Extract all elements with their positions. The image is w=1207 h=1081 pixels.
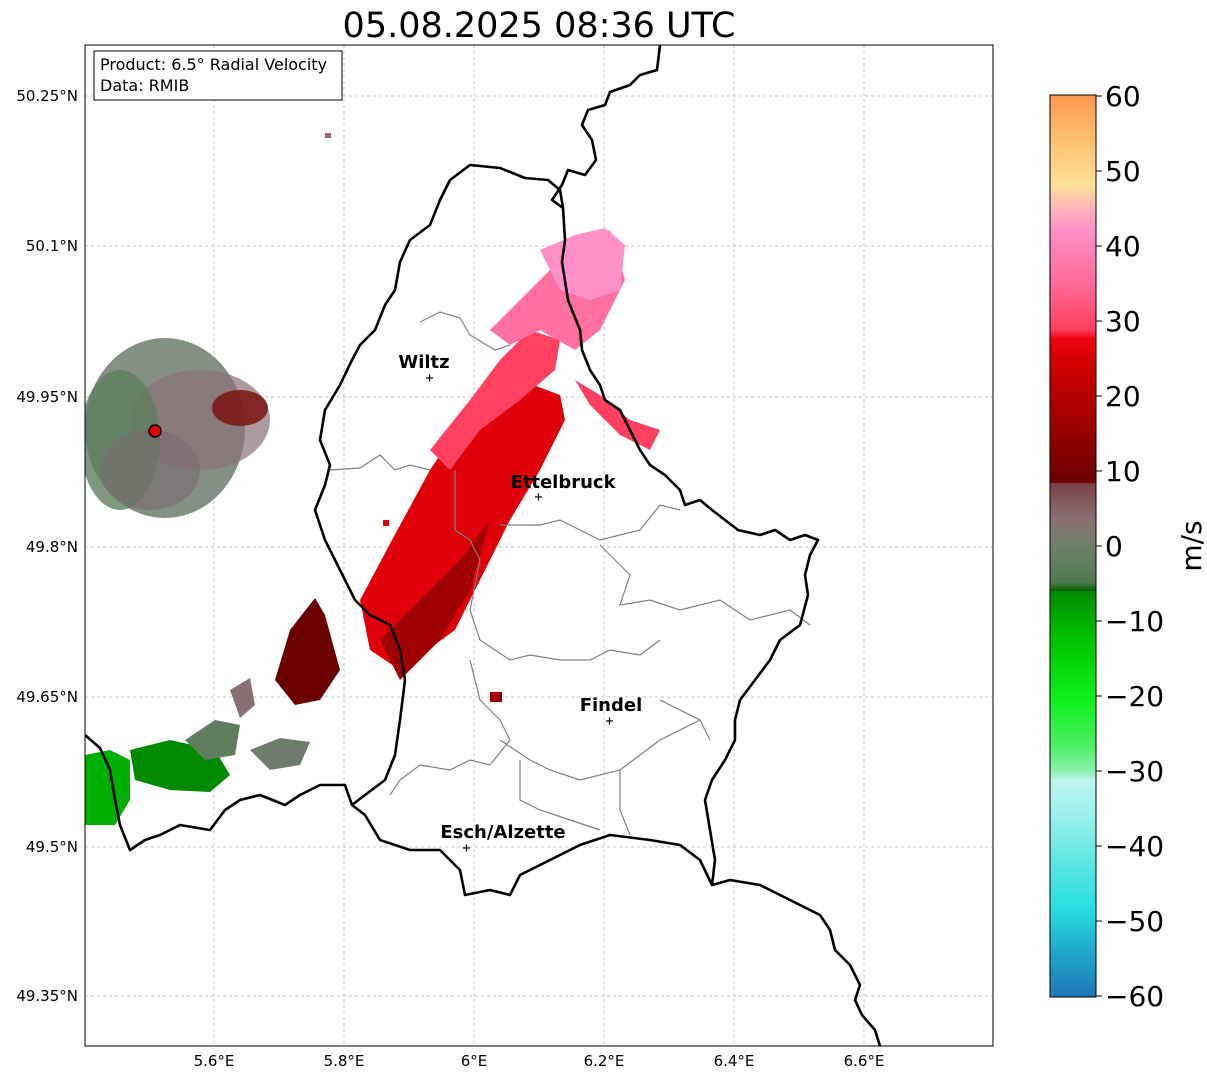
echo-green-cluster: [85, 678, 310, 825]
colorbar-tick-label: 60: [1105, 80, 1141, 113]
echo-speckle: [383, 520, 389, 526]
lon-tick-label: 6.6°E: [844, 1052, 885, 1070]
city-label-wiltz: Wiltz: [398, 352, 449, 373]
lon-axis: 5.6°E 5.8°E 6°E 6.2°E 6.4°E 6.6°E: [194, 1052, 885, 1070]
lat-tick-label: 49.8°N: [26, 538, 78, 556]
colorbar-tick-label: −50: [1105, 905, 1164, 938]
map-border: [84, 44, 994, 1047]
colorbar-tick-label: 40: [1105, 230, 1141, 263]
canton-boundaries: [329, 311, 811, 836]
lat-tick-label: 50.1°N: [26, 237, 78, 255]
echo-speckle: [325, 133, 331, 138]
lat-tick-label: 50.25°N: [16, 87, 78, 105]
colorbar-tick-label: −30: [1105, 755, 1164, 788]
info-product: Product: 6.5° Radial Velocity: [100, 55, 327, 74]
colorbar-tick-label: −60: [1105, 980, 1164, 1013]
echo-dark-red-cell: [275, 598, 340, 705]
colorbar-tick-label: 10: [1105, 455, 1141, 488]
lon-tick-label: 6.4°E: [714, 1052, 755, 1070]
colorbar-tick-label: −20: [1105, 680, 1164, 713]
lon-tick-label: 5.8°E: [324, 1052, 365, 1070]
lat-axis: 50.25°N 50.1°N 49.95°N 49.8°N 49.65°N 49…: [16, 87, 78, 1005]
info-box: Product: 6.5° Radial Velocity Data: RMIB: [93, 50, 343, 101]
colorbar-unit-label: m/s: [1175, 520, 1207, 571]
echo-radar-site-cluster: [85, 338, 270, 518]
city-label-ettelbruck: Ettelbruck: [510, 472, 616, 493]
colorbar-tick-label: 30: [1105, 305, 1141, 338]
lat-tick-label: 49.5°N: [26, 838, 78, 856]
national-borders: [85, 45, 882, 1046]
info-data-source: Data: RMIB: [100, 76, 189, 95]
city-label-findel: Findel: [580, 695, 643, 716]
lat-tick-label: 49.95°N: [16, 388, 78, 406]
lat-tick-label: 49.65°N: [16, 688, 78, 706]
map-title: 05.08.2025 08:36 UTC: [342, 6, 736, 46]
colorbar-gradient: [1049, 94, 1097, 998]
colorbar-tick-label: −40: [1105, 830, 1164, 863]
lon-tick-label: 5.6°E: [194, 1052, 235, 1070]
echo-main-band: [360, 228, 660, 680]
echo-speckle: [490, 692, 502, 702]
city-markers: [426, 374, 613, 852]
lon-tick-label: 6.2°E: [584, 1052, 625, 1070]
colorbar-tick-label: 20: [1105, 380, 1141, 413]
lon-tick-label: 6°E: [461, 1052, 488, 1070]
radar-site-marker: [148, 424, 162, 438]
colorbar-tick-label: 0: [1105, 530, 1123, 563]
city-label-esch-alzette: Esch/Alzette: [440, 822, 565, 843]
colorbar: 60 50 40 30 20 10 0 −10 −20 −30 −40 −50 …: [1049, 80, 1207, 1013]
lat-tick-label: 49.35°N: [16, 987, 78, 1005]
map-frame: [85, 45, 993, 1046]
colorbar-tick-label: −10: [1105, 605, 1164, 638]
colorbar-tick-label: 50: [1105, 155, 1141, 188]
